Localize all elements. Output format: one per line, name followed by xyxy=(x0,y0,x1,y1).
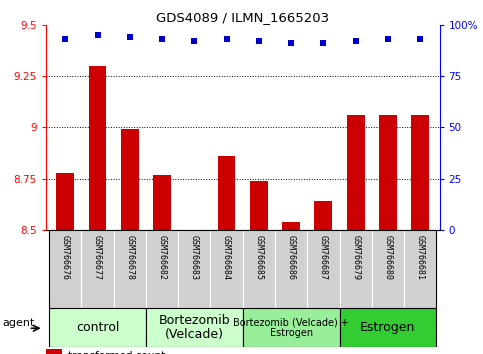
Text: Estrogen: Estrogen xyxy=(360,321,415,334)
Text: GSM766683: GSM766683 xyxy=(190,235,199,280)
Bar xyxy=(275,230,307,308)
Bar xyxy=(57,173,74,230)
Bar xyxy=(153,175,171,230)
Point xyxy=(416,36,424,42)
Bar xyxy=(243,230,275,308)
Bar xyxy=(146,308,243,347)
Bar xyxy=(114,230,146,308)
Text: GSM766686: GSM766686 xyxy=(286,235,296,280)
Bar xyxy=(372,230,404,308)
Point xyxy=(158,36,166,42)
Bar xyxy=(218,156,235,230)
Bar xyxy=(340,308,436,347)
Point xyxy=(384,36,392,42)
Bar xyxy=(243,308,340,347)
Text: GSM766680: GSM766680 xyxy=(384,235,392,280)
Text: GSM766687: GSM766687 xyxy=(319,235,328,280)
Text: GSM766677: GSM766677 xyxy=(93,235,102,280)
Point xyxy=(223,36,230,42)
Bar xyxy=(340,230,372,308)
Text: GSM766676: GSM766676 xyxy=(61,235,70,280)
Point xyxy=(126,34,134,40)
Bar xyxy=(178,230,211,308)
Bar xyxy=(412,115,429,230)
Bar xyxy=(121,130,139,230)
Text: control: control xyxy=(76,321,119,334)
Bar xyxy=(146,230,178,308)
Point xyxy=(190,38,198,44)
Point xyxy=(320,40,327,46)
Bar xyxy=(347,115,365,230)
Bar xyxy=(49,308,146,347)
Bar xyxy=(49,230,81,308)
Bar xyxy=(89,66,106,230)
Text: Bortezomib
(Velcade): Bortezomib (Velcade) xyxy=(158,314,230,341)
Text: GSM766679: GSM766679 xyxy=(351,235,360,280)
Bar xyxy=(211,230,243,308)
Point xyxy=(94,32,101,38)
Text: GSM766678: GSM766678 xyxy=(125,235,134,280)
Bar xyxy=(307,230,340,308)
Title: GDS4089 / ILMN_1665203: GDS4089 / ILMN_1665203 xyxy=(156,11,329,24)
Text: transformed count: transformed count xyxy=(68,351,165,354)
Text: GSM766685: GSM766685 xyxy=(255,235,263,280)
Bar xyxy=(46,349,62,354)
Text: GSM766682: GSM766682 xyxy=(157,235,167,280)
Text: GSM766681: GSM766681 xyxy=(416,235,425,280)
Bar xyxy=(379,115,397,230)
Point xyxy=(287,40,295,46)
Bar xyxy=(314,201,332,230)
Bar xyxy=(185,230,203,265)
Point xyxy=(255,38,263,44)
Text: GSM766684: GSM766684 xyxy=(222,235,231,280)
Bar xyxy=(282,222,300,230)
Text: agent: agent xyxy=(2,318,35,328)
Bar xyxy=(250,181,268,230)
Point xyxy=(61,36,69,42)
Bar xyxy=(404,230,436,308)
Text: Bortezomib (Velcade) +
Estrogen: Bortezomib (Velcade) + Estrogen xyxy=(233,317,349,338)
Bar xyxy=(81,230,114,308)
Point xyxy=(352,38,359,44)
